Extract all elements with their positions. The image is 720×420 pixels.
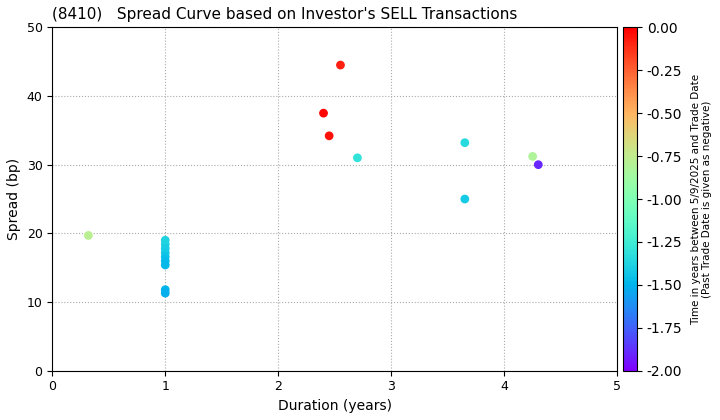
Point [160,257,171,264]
Point [160,245,171,252]
Point [160,237,171,244]
Y-axis label: Spread (bp): Spread (bp) [7,158,21,240]
Point [160,262,171,268]
Point [83,232,94,239]
Point [318,110,329,116]
X-axis label: Duration (years): Duration (years) [278,399,392,413]
Point [160,286,171,293]
Point [533,161,544,168]
Point [323,132,335,139]
Point [351,155,363,161]
Text: (8410)   Spread Curve based on Investor's SELL Transactions: (8410) Spread Curve based on Investor's … [53,7,518,22]
Point [160,249,171,256]
Y-axis label: Time in years between 5/9/2025 and Trade Date
(Past Trade Date is given as negat: Time in years between 5/9/2025 and Trade… [690,74,712,325]
Point [335,62,346,68]
Point [527,153,539,160]
Point [459,139,471,146]
Point [160,253,171,260]
Point [459,196,471,202]
Point [160,241,171,248]
Point [160,290,171,297]
